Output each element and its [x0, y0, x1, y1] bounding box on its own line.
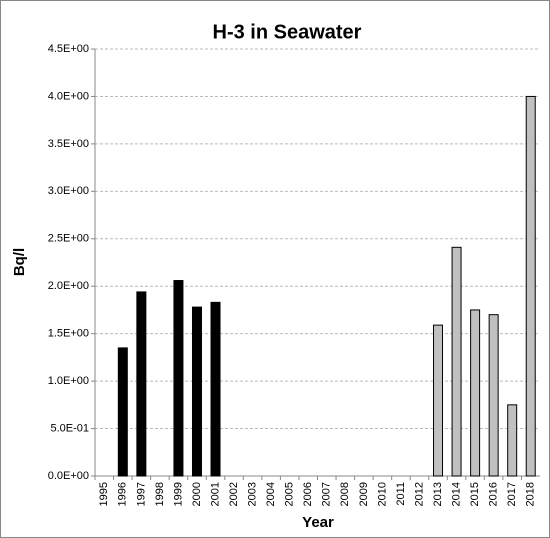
y-axis-label: Bq/l: [11, 248, 28, 276]
bar: [525, 95, 536, 477]
x-tick-label: 1996: [117, 482, 129, 506]
bar: [451, 246, 462, 477]
x-axis-label: Year: [302, 514, 334, 531]
x-tick-label: 2005: [284, 482, 296, 506]
x-tick-label: 1995: [98, 482, 110, 506]
y-tick-label: 3.5E+00: [48, 138, 89, 150]
x-tick-label: 2016: [488, 482, 500, 506]
x-tick-label: 1997: [135, 482, 147, 506]
x-tick-label: 2001: [209, 482, 221, 506]
bar: [507, 404, 518, 477]
x-tick-label: 2014: [450, 482, 462, 506]
bar: [210, 301, 221, 477]
x-tick-label: 2006: [302, 482, 314, 506]
x-tick-label: 2000: [191, 482, 203, 506]
y-tick-label: 2.5E+00: [48, 233, 89, 245]
x-tick-label: 2018: [525, 482, 537, 506]
bar: [488, 314, 499, 477]
x-tick-label: 1998: [154, 482, 166, 506]
y-tick-label: 2.0E+00: [48, 280, 89, 292]
x-tick-label: 2017: [506, 482, 518, 506]
x-tick-label: 2009: [358, 482, 370, 506]
bar: [173, 280, 184, 477]
x-tick-label: 2012: [413, 482, 425, 506]
y-tick-label: 1.5E+00: [48, 328, 89, 340]
x-tick-label: 2002: [228, 482, 240, 506]
bar: [117, 347, 128, 477]
x-tick-label: 2011: [395, 482, 407, 506]
y-tick-label: 0.0E+00: [48, 470, 89, 482]
bar: [433, 324, 444, 477]
x-tick-label: 2007: [321, 482, 333, 506]
y-tick-label: 5.0E-01: [50, 422, 89, 434]
bar: [191, 306, 202, 477]
x-tick-label: 2003: [247, 482, 259, 506]
chart-title: H-3 in Seawater: [213, 21, 362, 43]
y-tick-label: 3.0E+00: [48, 185, 89, 197]
bar: [470, 309, 481, 477]
x-tick-label: 2015: [469, 482, 481, 506]
y-tick-label: 1.0E+00: [48, 375, 89, 387]
x-tick-label: 2010: [376, 482, 388, 506]
x-tick-label: 2013: [432, 482, 444, 506]
y-tick-label: 4.0E+00: [48, 90, 89, 102]
y-tick-label: 4.5E+00: [48, 43, 89, 55]
bar: [136, 291, 147, 477]
x-tick-label: 2008: [339, 482, 351, 506]
x-tick-label: 1999: [172, 482, 184, 506]
x-tick-label: 2004: [265, 482, 277, 506]
